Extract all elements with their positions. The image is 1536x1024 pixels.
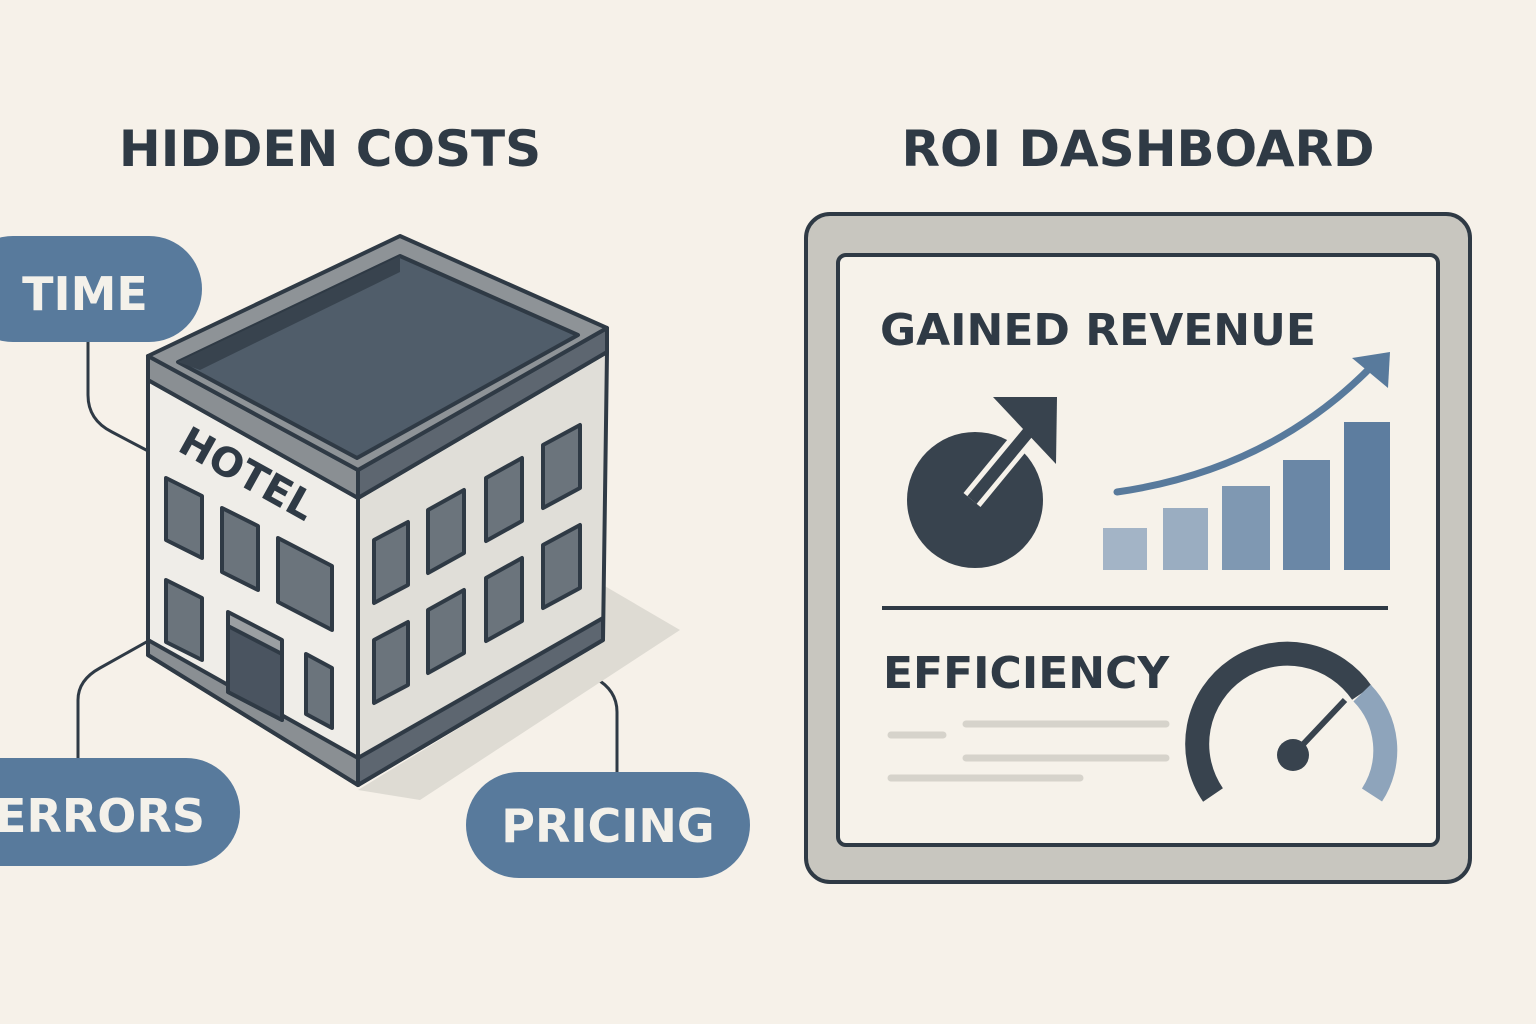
time-connector (86, 342, 151, 454)
tag-time-label: TIME (22, 267, 148, 321)
gauge-icon (1185, 641, 1398, 802)
hidden-costs-title: HIDDEN COSTS (119, 120, 541, 178)
bar-chart-trend-icon (1103, 422, 1390, 570)
hotel-building-icon (146, 234, 609, 787)
efficiency-heading: EFFICIENCY (883, 648, 1170, 699)
bar-2 (1163, 508, 1208, 570)
tag-pricing: PRICING (466, 772, 750, 878)
gained-revenue-heading: GAINED REVENUE (880, 305, 1316, 356)
roi-dashboard-title: ROI DASHBOARD (901, 120, 1374, 178)
bar-1 (1103, 528, 1147, 570)
bar-5 (1344, 422, 1390, 570)
building-shadow (358, 585, 680, 800)
tag-time: TIME (0, 236, 202, 342)
roi-dashboard-panel: GAINED REVENUE EFFICIENCY (804, 212, 1472, 884)
trend-arrow (1113, 362, 1376, 496)
bar-3 (1222, 486, 1270, 570)
text-placeholder-lines (887, 720, 1170, 782)
pie-chart-arrow-icon (907, 397, 1057, 568)
errors-connector (76, 638, 151, 758)
bar-4 (1283, 460, 1330, 570)
tag-errors: ERRORS (0, 758, 240, 866)
tag-pricing-label: PRICING (501, 799, 714, 853)
trend-arrowhead (1352, 352, 1390, 388)
tag-errors-label: ERRORS (0, 789, 205, 843)
